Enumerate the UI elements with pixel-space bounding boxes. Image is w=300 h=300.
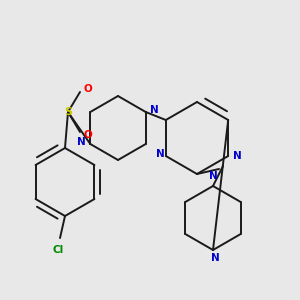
Text: N: N — [150, 105, 159, 115]
Text: N: N — [208, 171, 217, 181]
Text: N: N — [211, 253, 219, 263]
Text: O: O — [84, 84, 92, 94]
Text: O: O — [84, 130, 92, 140]
Text: S: S — [64, 107, 72, 117]
Text: Cl: Cl — [52, 245, 64, 255]
Text: N: N — [156, 149, 165, 159]
Text: N: N — [233, 151, 242, 161]
Text: N: N — [77, 137, 86, 147]
